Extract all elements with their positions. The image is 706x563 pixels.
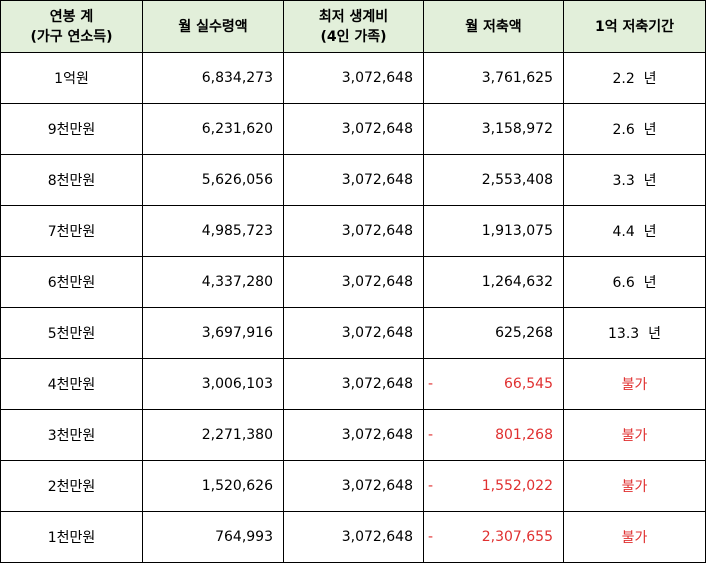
cell-saving-period: 불가 [563, 409, 706, 461]
header-living-cost-line2: (4인 가족) [320, 28, 387, 45]
cell-living-cost: 3,072,648 [283, 103, 424, 155]
cell-net-income: 3,697,916 [142, 307, 284, 359]
cell-salary: 1천만원 [0, 511, 143, 563]
saving-value: 2,553,408 [481, 172, 553, 188]
cell-saving-period: 13.3 년 [563, 307, 706, 359]
minus-sign: - [428, 478, 434, 494]
header-monthly-saving: 월 저축액 [423, 0, 564, 53]
cell-living-cost: 3,072,648 [283, 409, 424, 461]
cell-saving-period: 6.6 년 [563, 256, 706, 308]
cell-saving-period: 불가 [563, 511, 706, 563]
cell-living-cost: 3,072,648 [283, 154, 424, 206]
cell-monthly-saving: - 2,307,655 [423, 511, 564, 563]
saving-value: 3,158,972 [481, 121, 553, 137]
cell-living-cost: 3,072,648 [283, 205, 424, 257]
table-body: 1억원 6,834,273 3,072,648 3,761,625 2.2 년 9천만원 6… [0, 52, 706, 563]
cell-net-income: 5,626,056 [142, 154, 284, 206]
cell-salary: 6천만원 [0, 256, 143, 308]
cell-net-income: 1,520,626 [142, 460, 284, 512]
saving-value: 1,264,632 [481, 274, 553, 290]
cell-salary: 2천만원 [0, 460, 143, 512]
cell-saving-period: 4.4 년 [563, 205, 706, 257]
minus-sign: - [428, 376, 434, 392]
cell-monthly-saving: 3,761,625 [423, 52, 564, 104]
table-row: 1천만원 764,993 3,072,648- 2,307,655 불가 [0, 511, 706, 563]
cell-salary: 9천만원 [0, 103, 143, 155]
saving-value: 801,268 [495, 427, 553, 443]
cell-saving-period: 불가 [563, 358, 706, 410]
table-row: 4천만원 3,006,103 3,072,648- 66,545 불가 [0, 358, 706, 410]
cell-salary: 4천만원 [0, 358, 143, 410]
cell-monthly-saving: - 66,545 [423, 358, 564, 410]
cell-net-income: 6,834,273 [142, 52, 284, 104]
saving-value: 3,761,625 [481, 70, 553, 86]
header-salary: 연봉 계 (가구 연소득) [0, 0, 143, 53]
table-row: 3천만원 2,271,380 3,072,648- 801,268 불가 [0, 409, 706, 461]
header-living-cost-line1: 최저 생계비 [318, 8, 389, 25]
cell-salary: 1억원 [0, 52, 143, 104]
saving-value: 625,268 [495, 325, 553, 341]
cell-monthly-saving: 625,268 [423, 307, 564, 359]
header-salary-line1: 연봉 계 [49, 8, 94, 25]
cell-net-income: 4,337,280 [142, 256, 284, 308]
minus-sign: - [428, 529, 434, 545]
cell-living-cost: 3,072,648 [283, 52, 424, 104]
saving-value: 1,913,075 [481, 223, 553, 239]
header-living-cost: 최저 생계비 (4인 가족) [283, 0, 424, 53]
cell-net-income: 2,271,380 [142, 409, 284, 461]
table-row: 9천만원 6,231,620 3,072,648 3,158,972 2.6 년 [0, 103, 706, 155]
cell-saving-period: 2.2 년 [563, 52, 706, 104]
cell-salary: 7천만원 [0, 205, 143, 257]
cell-saving-period: 불가 [563, 460, 706, 512]
cell-net-income: 764,993 [142, 511, 284, 563]
cell-living-cost: 3,072,648 [283, 511, 424, 563]
cell-salary: 3천만원 [0, 409, 143, 461]
table-row: 5천만원 3,697,916 3,072,648 625,268 13.3 년 [0, 307, 706, 359]
cell-living-cost: 3,072,648 [283, 358, 424, 410]
cell-monthly-saving: 1,264,632 [423, 256, 564, 308]
saving-value: 66,545 [504, 376, 553, 392]
table-row: 8천만원 5,626,056 3,072,648 2,553,408 3.3 년 [0, 154, 706, 206]
cell-net-income: 6,231,620 [142, 103, 284, 155]
header-net-income: 월 실수령액 [142, 0, 284, 53]
cell-net-income: 3,006,103 [142, 358, 284, 410]
saving-value: 2,307,655 [481, 529, 553, 545]
header-saving-period: 1억 저축기간 [563, 0, 706, 53]
cell-monthly-saving: - 1,552,022 [423, 460, 564, 512]
cell-monthly-saving: 3,158,972 [423, 103, 564, 155]
cell-living-cost: 3,072,648 [283, 256, 424, 308]
saving-value: 1,552,022 [481, 478, 553, 494]
cell-monthly-saving: - 801,268 [423, 409, 564, 461]
table-row: 6천만원 4,337,280 3,072,648 1,264,632 6.6 년 [0, 256, 706, 308]
table-row: 1억원 6,834,273 3,072,648 3,761,625 2.2 년 [0, 52, 706, 104]
minus-sign: - [428, 427, 434, 443]
table-row: 7천만원 4,985,723 3,072,648 1,913,075 4.4 년 [0, 205, 706, 257]
cell-monthly-saving: 1,913,075 [423, 205, 564, 257]
header-salary-line2: (가구 연소득) [30, 28, 113, 45]
cell-saving-period: 3.3 년 [563, 154, 706, 206]
cell-living-cost: 3,072,648 [283, 460, 424, 512]
cell-living-cost: 3,072,648 [283, 307, 424, 359]
table-row: 2천만원 1,520,626 3,072,648- 1,552,022 불가 [0, 460, 706, 512]
header-row: 연봉 계 (가구 연소득) 월 실수령액 최저 생계비 (4인 가족) 월 저축… [0, 0, 706, 53]
cell-salary: 8천만원 [0, 154, 143, 206]
cell-net-income: 4,985,723 [142, 205, 284, 257]
cell-salary: 5천만원 [0, 307, 143, 359]
cell-monthly-saving: 2,553,408 [423, 154, 564, 206]
cell-saving-period: 2.6 년 [563, 103, 706, 155]
